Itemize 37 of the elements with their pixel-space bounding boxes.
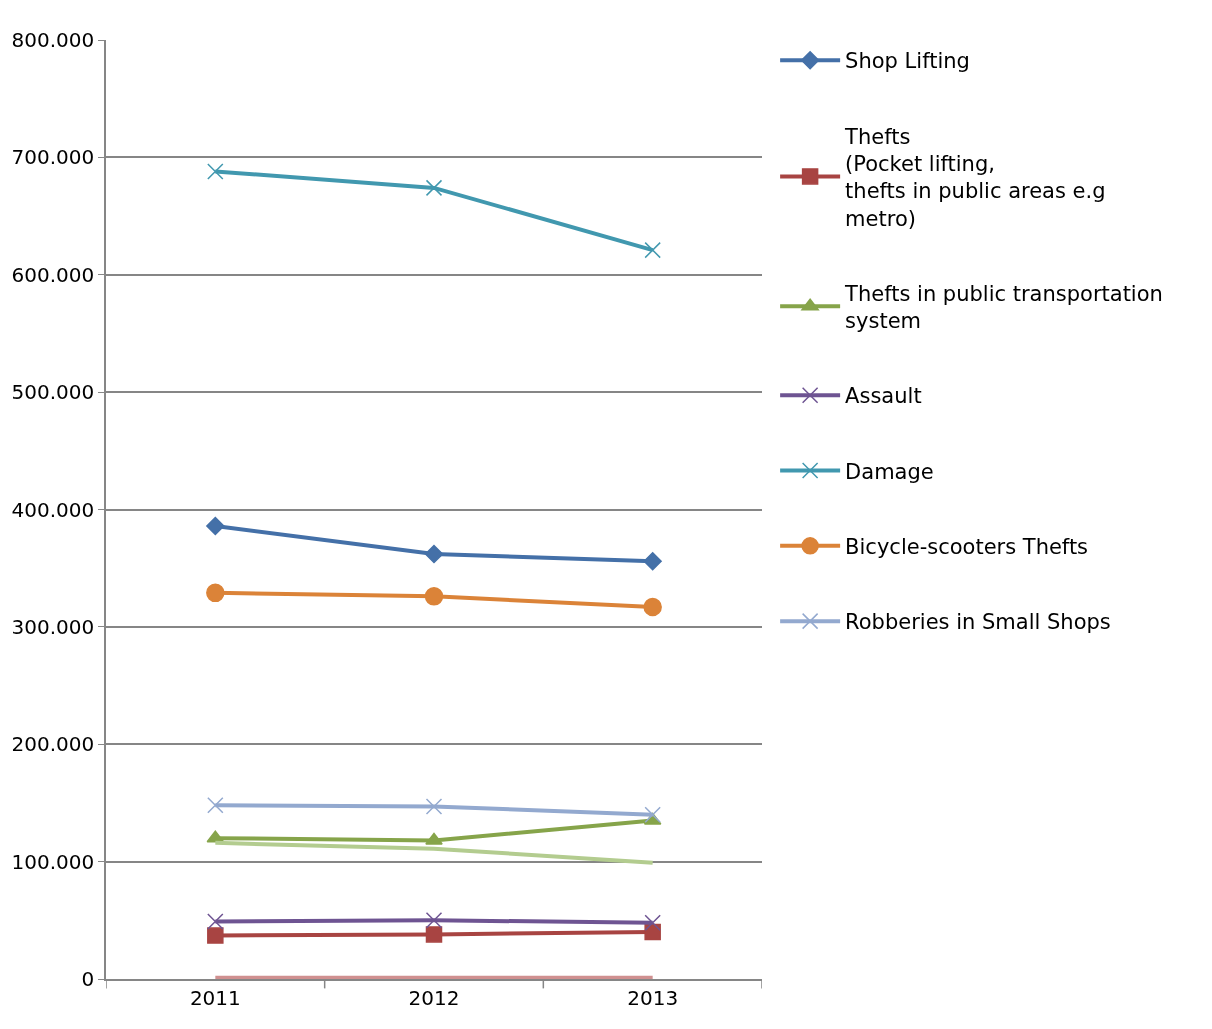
legend-label: Thefts (Pocket lifting, thefts in public areas e.g metro) [844,124,1106,231]
legend-label: Damage [845,459,934,484]
point [425,798,443,815]
y-tick-label: 800.000 [11,28,95,52]
point [207,797,224,814]
point [424,587,444,606]
y-tick-label: 0 [81,967,95,991]
x-tick-label: 2012 [408,985,460,1010]
point [207,163,224,180]
point [207,913,224,930]
point [206,583,225,603]
point [644,241,661,259]
point [644,914,661,931]
point [425,926,443,943]
point [643,551,662,571]
point [206,516,225,536]
legend-label: Shop Lifting [845,49,970,74]
point [207,927,224,944]
point [425,179,443,197]
point [425,832,443,845]
y-tick-label: 200.000 [11,732,95,757]
legend-label: Thefts in public transportation system [844,281,1163,334]
y-tick-label: 100.000 [11,849,95,874]
y-tick-label: 300.000 [11,614,95,639]
point [644,806,661,823]
y-tick-label: 500.000 [11,380,95,405]
legend-label: Robberies in Small Shops [845,610,1111,635]
x-tick-label: 2011 [189,985,241,1010]
legend-label: Assault [845,384,922,409]
y-tick-label: 700.000 [11,145,95,170]
legend-label: Bicycle-scooters Thefts [845,535,1089,560]
y-tick-label: 600.000 [11,262,95,287]
x-tick-label: 2013 [627,985,679,1010]
point [425,912,443,929]
point [424,544,444,564]
point [643,597,662,617]
y-tick-label: 400.000 [11,497,95,522]
